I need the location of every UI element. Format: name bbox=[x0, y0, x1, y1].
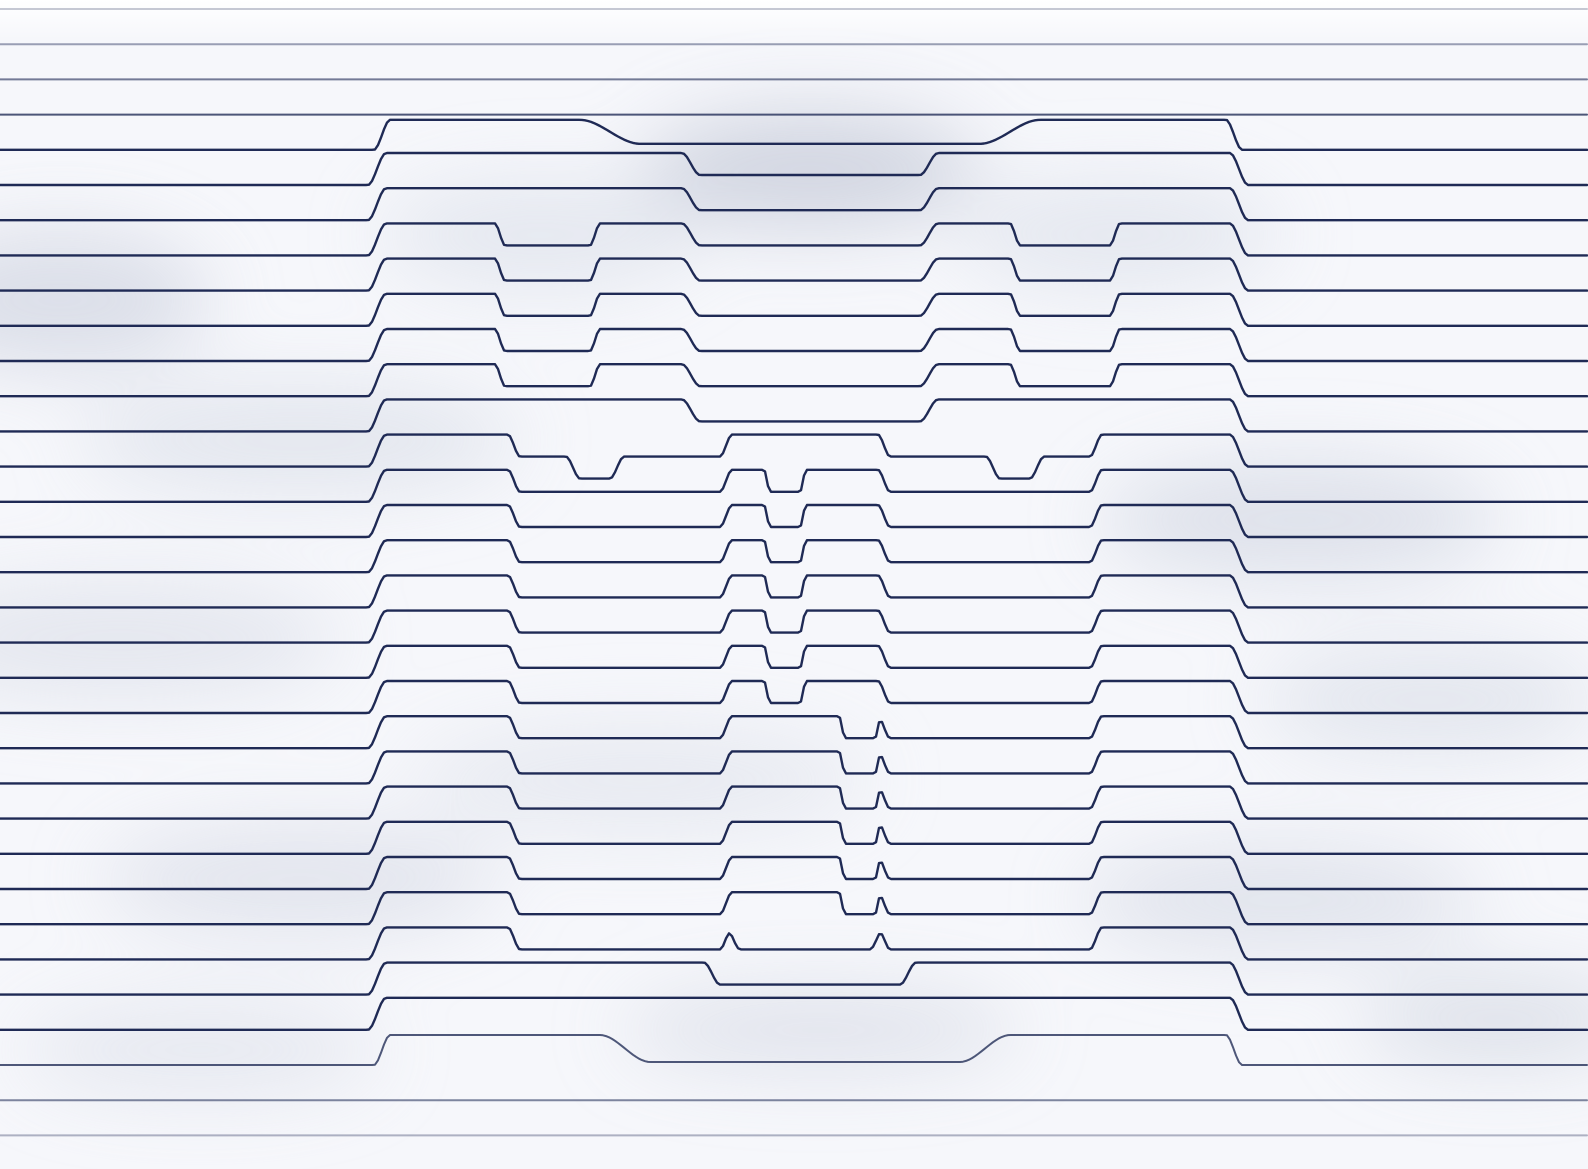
scan-line-20 bbox=[0, 644, 1588, 679]
scan-line-25 bbox=[0, 820, 1588, 855]
scan-line-26 bbox=[0, 855, 1588, 891]
scan-line-10 bbox=[0, 292, 1588, 327]
scan-line-7 bbox=[0, 187, 1588, 222]
scan-line-13 bbox=[0, 398, 1588, 433]
scan-line-29 bbox=[0, 961, 1588, 996]
scan-line-5 bbox=[0, 118, 1588, 151]
scan-line-15 bbox=[0, 468, 1588, 503]
scan-line-28 bbox=[0, 926, 1588, 961]
scan-line-27 bbox=[0, 891, 1588, 926]
scan-line-30 bbox=[0, 996, 1588, 1031]
scan-line-19 bbox=[0, 609, 1588, 644]
scan-line-8 bbox=[0, 222, 1588, 257]
scan-line-16 bbox=[0, 503, 1588, 539]
scan-line-9 bbox=[0, 257, 1588, 292]
scan-line-18 bbox=[0, 574, 1588, 609]
scan-line-23 bbox=[0, 750, 1588, 785]
scan-line-12 bbox=[0, 363, 1588, 398]
scan-line-21 bbox=[0, 679, 1588, 715]
scan-line-22 bbox=[0, 715, 1588, 750]
scan-line-6 bbox=[0, 151, 1588, 187]
scan-line-17 bbox=[0, 539, 1588, 574]
scan-line-24 bbox=[0, 785, 1588, 820]
scan-line-11 bbox=[0, 327, 1588, 363]
scan-line-31 bbox=[0, 1034, 1588, 1066]
scan-line-14 bbox=[0, 433, 1588, 480]
